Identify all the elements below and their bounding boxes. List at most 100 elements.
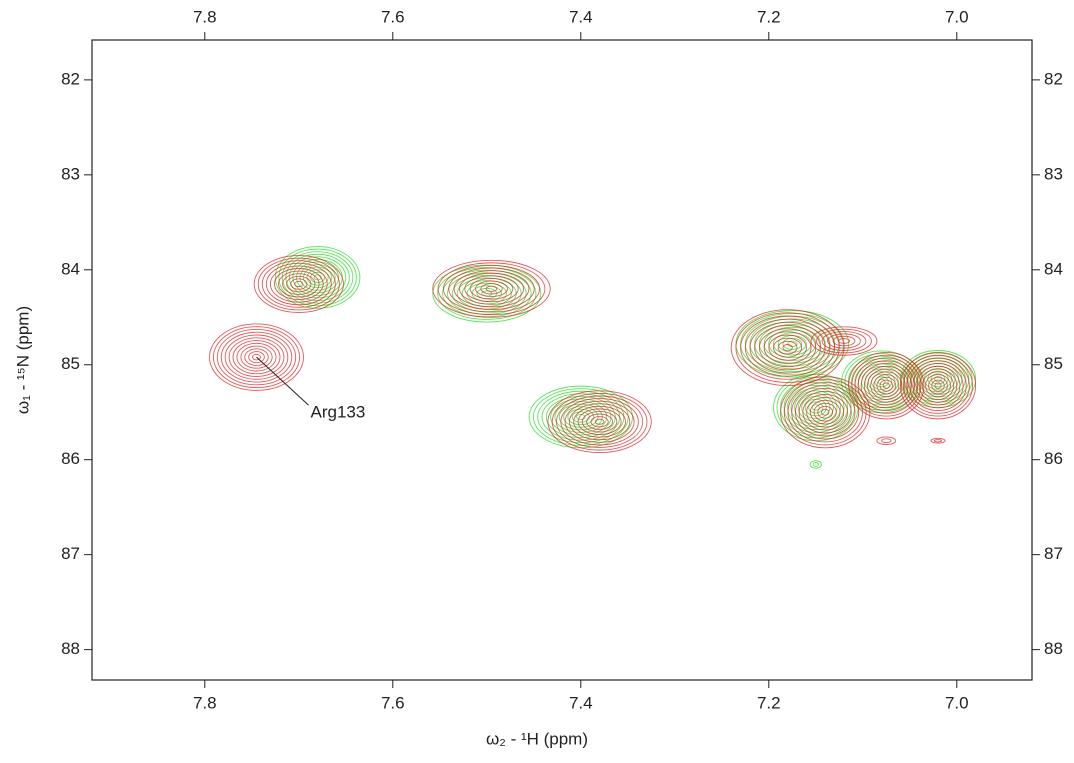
peak bbox=[876, 436, 897, 445]
contour-level bbox=[798, 391, 852, 434]
contour-level bbox=[934, 375, 942, 383]
contour-level bbox=[432, 264, 542, 323]
y-tick-label: 86 bbox=[61, 449, 80, 468]
contour-level bbox=[768, 329, 817, 359]
contour-level bbox=[453, 270, 530, 308]
contour-level bbox=[730, 309, 845, 387]
contour-level bbox=[790, 387, 841, 428]
contour-level bbox=[928, 376, 948, 395]
contour-level bbox=[740, 315, 836, 380]
contour-level bbox=[590, 416, 609, 428]
contour-level bbox=[257, 257, 340, 311]
contour-level bbox=[810, 326, 878, 356]
contour-level bbox=[240, 345, 273, 369]
x-tick-label: 7.6 bbox=[381, 693, 405, 712]
x-tick-label: 7.8 bbox=[193, 693, 217, 712]
contour-level bbox=[817, 405, 834, 419]
annotation-label: Arg133 bbox=[311, 403, 366, 422]
x-axis-label: ω₂ - ¹H (ppm) bbox=[486, 729, 588, 748]
contour-level bbox=[261, 260, 336, 308]
contour-level bbox=[432, 259, 551, 318]
contour-level bbox=[252, 353, 261, 361]
contour-level bbox=[851, 354, 922, 417]
contour-level bbox=[816, 328, 872, 354]
contour-level bbox=[437, 262, 546, 316]
contour-level bbox=[782, 344, 793, 352]
y-tick-label: 88 bbox=[61, 639, 80, 658]
contour-level bbox=[560, 398, 639, 446]
contour-level bbox=[794, 390, 838, 425]
contour-level bbox=[832, 335, 856, 347]
contour-level bbox=[921, 371, 955, 400]
contour-level bbox=[918, 368, 958, 403]
contour-level bbox=[269, 265, 328, 303]
contour-level bbox=[459, 272, 524, 305]
peak bbox=[848, 351, 925, 420]
contour-level bbox=[873, 374, 900, 398]
contour-level bbox=[744, 318, 831, 377]
contour-level bbox=[867, 368, 906, 403]
contour-level bbox=[475, 280, 508, 298]
contour-level bbox=[876, 436, 897, 445]
plot-frame bbox=[91, 39, 1033, 681]
contour-level bbox=[863, 365, 909, 406]
contour-level bbox=[876, 376, 897, 395]
contour-level bbox=[551, 392, 648, 451]
contour-level bbox=[306, 269, 329, 286]
contour-level bbox=[564, 400, 635, 443]
x-tick-label-top: 7.2 bbox=[757, 7, 781, 26]
contour-level bbox=[567, 408, 595, 426]
peak bbox=[253, 255, 344, 313]
contour-level bbox=[812, 462, 820, 467]
x-tick-label: 7.4 bbox=[569, 693, 593, 712]
contour-level bbox=[550, 398, 612, 436]
contour-level bbox=[577, 408, 622, 436]
contour-level bbox=[296, 261, 340, 294]
contour-level bbox=[787, 382, 863, 443]
contour-level bbox=[813, 402, 837, 422]
peak bbox=[274, 246, 361, 309]
annotation-line bbox=[256, 356, 309, 406]
contour-level bbox=[437, 267, 537, 320]
contour-level bbox=[909, 360, 967, 412]
contour-level bbox=[253, 255, 344, 313]
contour-level bbox=[586, 413, 613, 430]
peak bbox=[735, 310, 850, 378]
contour-level bbox=[882, 382, 890, 389]
contour-level bbox=[286, 275, 312, 293]
contour-level bbox=[811, 404, 820, 411]
contour-level bbox=[809, 399, 841, 425]
contour-level bbox=[806, 396, 845, 428]
contour-level bbox=[787, 384, 845, 431]
contour-level bbox=[573, 405, 626, 438]
contour-level bbox=[838, 338, 850, 344]
contour-level bbox=[212, 326, 301, 389]
contour-level bbox=[236, 342, 277, 372]
contour-level bbox=[568, 403, 631, 441]
contour-level bbox=[278, 270, 320, 298]
contour-level bbox=[808, 401, 824, 414]
contour-level bbox=[576, 413, 586, 420]
contour-level bbox=[464, 275, 519, 303]
contour-level bbox=[594, 418, 605, 425]
contour-level bbox=[903, 354, 973, 417]
contour-level bbox=[827, 333, 861, 349]
peak bbox=[209, 323, 304, 391]
y-tick-label-right: 82 bbox=[1044, 69, 1063, 88]
contour-level bbox=[821, 408, 830, 416]
contour-level bbox=[480, 283, 503, 295]
y-tick-label-right: 88 bbox=[1044, 639, 1063, 658]
contour-level bbox=[768, 334, 807, 361]
y-tick-label: 82 bbox=[61, 69, 80, 88]
contour-level bbox=[915, 365, 961, 406]
contour-level bbox=[930, 373, 946, 385]
contour-level bbox=[906, 357, 970, 414]
contour-level bbox=[228, 337, 285, 377]
contour-level bbox=[281, 251, 354, 304]
peak bbox=[899, 351, 977, 420]
contour-level bbox=[857, 360, 915, 412]
y-tick-label-right: 84 bbox=[1044, 259, 1063, 278]
x-tick-label-top: 7.6 bbox=[381, 7, 405, 26]
contour-level bbox=[442, 265, 541, 313]
contour-level bbox=[934, 382, 942, 389]
